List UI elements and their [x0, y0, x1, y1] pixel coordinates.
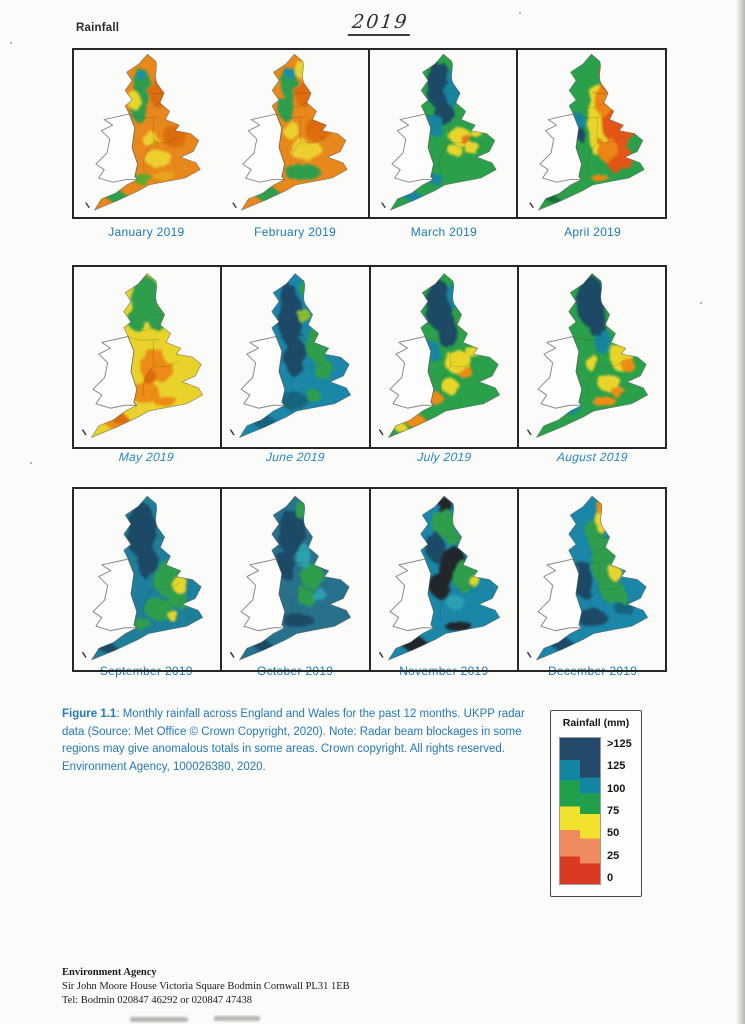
wales-outline — [539, 113, 583, 183]
scan-smudge — [214, 1016, 260, 1021]
handwritten-year: 2019 — [347, 11, 413, 36]
figure-caption-label: Figure 1.1 — [62, 708, 117, 720]
wales-outline — [389, 336, 434, 409]
month-label-february: February 2019 — [254, 225, 337, 239]
wales-outline — [240, 336, 286, 409]
map-cell — [221, 50, 368, 217]
map-cell — [367, 50, 517, 217]
rainfall-map-october — [230, 495, 352, 661]
month-label-january: January 2019 — [108, 225, 185, 239]
wales-outline — [242, 113, 285, 183]
wales-outline — [537, 558, 583, 632]
footer-org-name: Environment Agency — [62, 967, 157, 978]
legend-tick: 25 — [607, 849, 620, 862]
page-title: Rainfall — [76, 22, 120, 34]
wales-outline — [92, 558, 138, 632]
rainfall-map-may — [82, 273, 204, 439]
map-cell — [516, 267, 665, 447]
month-label-july: July 2019 — [416, 450, 472, 464]
scan-edge-shadow — [736, 0, 745, 1024]
legend-color-bar-left — [560, 738, 580, 884]
legend-tick: 75 — [607, 804, 620, 817]
rainfall-legend: Rainfall (mm) >125 125 100 75 50 25 0 — [550, 710, 642, 897]
legend-tick: 0 — [607, 871, 614, 884]
legend-color-bar-right — [580, 738, 600, 884]
month-label-june: June 2019 — [265, 450, 325, 464]
footer-contact-block: Environment Agency Sir John Moore House … — [62, 966, 350, 1008]
footer-telephone: Tel: Bodmin 020847 46292 or 020847 47438 — [62, 994, 253, 1006]
legend-title: Rainfall (mm) — [562, 717, 630, 729]
legend-tick: 50 — [607, 827, 620, 840]
map-cell — [74, 50, 221, 217]
legend-color-bar — [559, 737, 601, 885]
rainfall-map-december — [526, 495, 648, 661]
wales-outline — [240, 558, 286, 632]
rainfall-map-august — [526, 273, 648, 439]
map-cell — [516, 50, 665, 217]
map-cell — [368, 267, 517, 447]
map-grid-row-3 — [72, 487, 667, 672]
wales-outline — [389, 558, 434, 632]
map-cell — [74, 489, 220, 670]
map-cell — [368, 489, 517, 670]
legend-tick: >125 — [607, 738, 632, 750]
legend-scale-labels: >125 125 100 75 50 25 0 — [607, 737, 632, 885]
map-cell — [516, 489, 665, 670]
legend-tick: 125 — [607, 760, 626, 773]
rainfall-map-april — [529, 53, 645, 211]
rainfall-map-march — [380, 53, 497, 211]
map-grid-row-2 — [72, 265, 667, 449]
scan-smudge — [130, 1017, 188, 1022]
map-grid-row-1 — [72, 48, 667, 219]
month-label-april: April 2019 — [564, 225, 622, 239]
rainfall-map-september — [82, 495, 204, 661]
map-cell — [220, 489, 368, 670]
scan-speck — [10, 42, 12, 44]
month-label-march: March 2019 — [410, 225, 478, 239]
wales-outline — [95, 113, 139, 183]
rainfall-map-january — [85, 53, 201, 211]
figure-caption: Figure 1.1: Monthly rainfall across Engl… — [62, 706, 544, 777]
legend-tick: 100 — [607, 782, 626, 795]
scan-speck — [519, 12, 521, 14]
rainfall-map-november — [378, 495, 500, 661]
month-label-may: May 2019 — [118, 450, 175, 464]
map-cell — [220, 267, 368, 447]
map-cell — [74, 267, 220, 447]
wales-outline — [390, 113, 434, 183]
rainfall-map-february — [232, 53, 348, 211]
month-label-august: August 2019 — [556, 450, 629, 464]
figure-caption-text: : Monthly rainfall across England and Wa… — [62, 708, 525, 774]
month-labels-row-1: January 2019 February 2019 March 2019 Ap… — [72, 225, 667, 239]
wales-outline — [537, 336, 583, 409]
month-labels-row-2: May 2019 June 2019 July 2019 August 2019 — [72, 450, 667, 464]
wales-outline — [92, 336, 138, 409]
rainfall-map-june — [230, 273, 352, 439]
rainfall-map-july — [378, 273, 500, 439]
scan-speck — [700, 302, 702, 304]
footer-address: Sir John Moore House Victoria Square Bod… — [62, 980, 350, 992]
scan-speck — [30, 462, 32, 464]
